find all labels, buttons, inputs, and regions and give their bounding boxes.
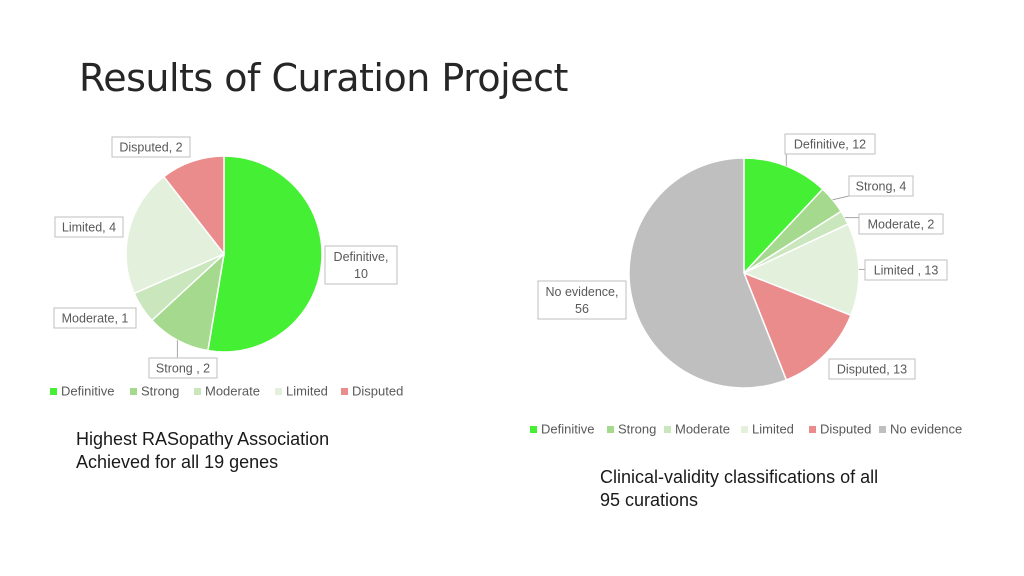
data-label-strong: Strong, 4 — [856, 180, 907, 194]
legend-label-strong: Strong — [141, 384, 179, 399]
data-label-definitive: Definitive, 10 — [334, 250, 389, 281]
pie-data-labels: Definitive, 10 Strong , 2 Moderate, 1 Limite… — [53, 136, 398, 379]
legend-label-moderate: Moderate — [675, 422, 730, 437]
legend-label-limited: Limited — [752, 422, 794, 437]
pie-slice-definitive — [207, 155, 323, 353]
pie-slice-disputed — [742, 271, 852, 381]
legend-item-no-evidence: No evidence — [879, 422, 962, 437]
legend-item-definitive: Definitive — [50, 384, 114, 399]
caption-clinical-validity: Clinical-validity classifications of all… — [600, 467, 879, 510]
pie-slice-limited — [125, 175, 226, 295]
legend-item-disputed: Disputed — [809, 422, 871, 437]
data-label-moderate: Moderate, 1 — [62, 312, 129, 326]
legend-swatch-disputed — [809, 426, 816, 433]
legend-swatch-moderate — [664, 426, 671, 433]
data-label-box-definitive — [324, 245, 398, 285]
legend-item-strong: Strong — [607, 422, 656, 437]
caption-gene-association: Highest RASopathy Association Achieved f… — [76, 429, 330, 472]
data-label-box-definitive — [784, 133, 876, 155]
data-label-limited: Limited, 4 — [62, 221, 116, 235]
pie-slice-disputed — [162, 155, 225, 257]
pie-chart-gene-association: Definitive, 10 Strong , 2 Moderate, 1 Limite… — [50, 136, 403, 399]
data-label-box-disputed — [111, 136, 191, 158]
legend-label-strong: Strong — [618, 422, 656, 437]
data-label-disputed: Disputed, 13 — [837, 363, 907, 377]
legend-item-disputed: Disputed — [341, 384, 403, 399]
chart-legend: Definitive Strong Moderate Limited Disputed N… — [530, 422, 962, 437]
legend-label-disputed: Disputed — [352, 384, 403, 399]
legend-label-definitive: Definitive — [61, 384, 114, 399]
legend-label-definitive: Definitive — [541, 422, 594, 437]
legend-item-strong: Strong — [130, 384, 179, 399]
data-label-limited: Limited , 13 — [874, 264, 939, 278]
pie-slice-limited — [742, 223, 860, 317]
data-label-box-limited — [864, 259, 948, 281]
pie-slices — [125, 155, 323, 353]
data-label-moderate: Moderate, 2 — [868, 218, 935, 232]
slide-title: Results of Curation Project — [79, 56, 568, 100]
legend-item-definitive: Definitive — [530, 422, 594, 437]
leader-line-strong — [832, 195, 850, 201]
legend-item-moderate: Moderate — [664, 422, 730, 437]
legend-swatch-strong — [607, 426, 614, 433]
data-label-box-disputed — [828, 358, 916, 380]
legend-swatch-disputed — [341, 388, 348, 395]
pie-slice-no-evidence — [628, 157, 788, 389]
legend-swatch-limited — [741, 426, 748, 433]
data-label-box-moderate — [53, 307, 137, 329]
legend-label-disputed: Disputed — [820, 422, 871, 437]
pie-slices — [628, 157, 860, 389]
data-label-box-moderate — [858, 213, 944, 235]
legend-swatch-limited — [275, 388, 282, 395]
data-label-box-limited — [54, 216, 124, 238]
data-label-box-strong — [148, 357, 218, 379]
legend-swatch-definitive — [530, 426, 537, 433]
pie-data-labels: Definitive, 12 Strong, 4 Moderate, 2 Limite… — [537, 133, 948, 380]
legend-swatch-moderate — [194, 388, 201, 395]
data-label-definitive: Definitive, 12 — [794, 138, 866, 152]
chart-legend: Definitive Strong Moderate Limited Disputed — [50, 384, 403, 399]
legend-label-moderate: Moderate — [205, 384, 260, 399]
legend-swatch-definitive — [50, 388, 57, 395]
legend-swatch-strong — [130, 388, 137, 395]
legend-item-moderate: Moderate — [194, 384, 260, 399]
pie-chart-clinical-validity: Definitive, 12 Strong, 4 Moderate, 2 Limite… — [530, 133, 962, 437]
legend-item-limited: Limited — [741, 422, 794, 437]
legend-item-limited: Limited — [275, 384, 328, 399]
legend-label-no-evidence: No evidence — [890, 422, 962, 437]
legend-swatch-no-evidence — [879, 426, 886, 433]
data-label-strong: Strong , 2 — [156, 362, 210, 376]
data-label-box-no-evidence — [537, 280, 627, 320]
data-label-no-evidence: No evidence, 56 — [546, 285, 619, 316]
data-label-box-strong — [848, 175, 914, 197]
legend-label-limited: Limited — [286, 384, 328, 399]
data-label-disputed: Disputed, 2 — [119, 141, 182, 155]
